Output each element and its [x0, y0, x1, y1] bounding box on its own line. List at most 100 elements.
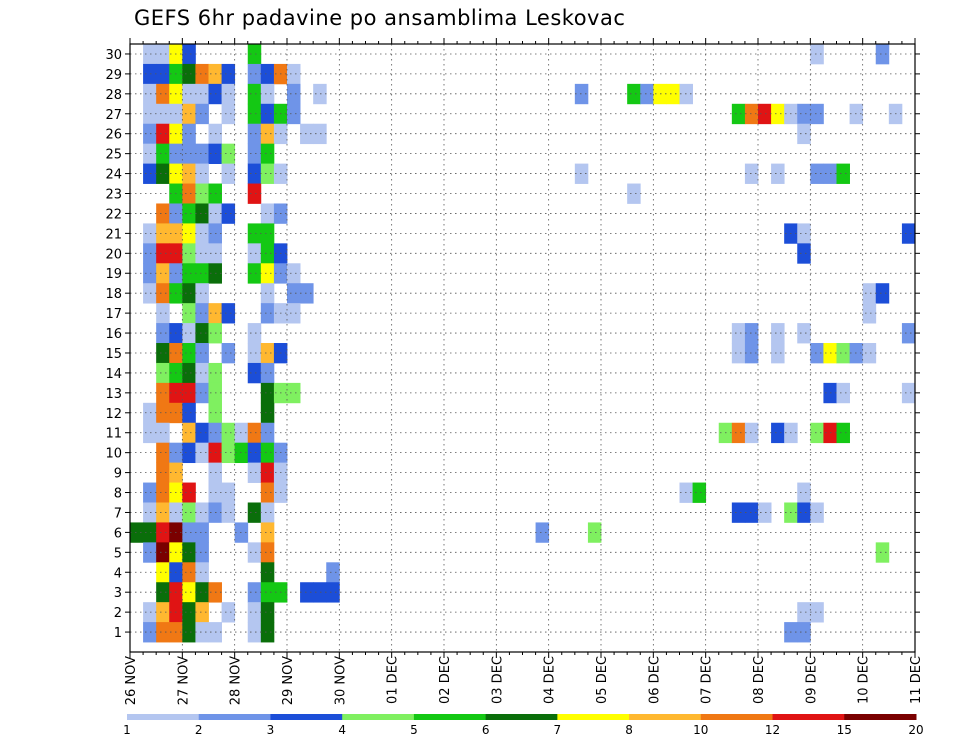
heatmap-cell [326, 582, 340, 603]
heatmap-cell [143, 602, 157, 623]
heatmap-cell [143, 63, 157, 85]
heatmap-cell [143, 422, 157, 444]
heatmap-cell [182, 63, 196, 85]
heatmap-cell [156, 263, 170, 284]
heatmap-cell [143, 223, 157, 244]
heatmap-cell [195, 442, 209, 464]
x-tick-label: 29 NOV [281, 656, 296, 705]
heatmap-cell [143, 622, 157, 643]
x-tick-label: 28 NOV [229, 656, 244, 705]
heatmap-cell [182, 223, 196, 244]
heatmap-cell [143, 123, 157, 145]
colorbar-swatch [485, 714, 558, 720]
heatmap-cell [771, 422, 785, 444]
heatmap-cell [182, 522, 196, 543]
heatmap-cell [247, 502, 262, 523]
heatmap-cell [182, 163, 196, 184]
x-tick-label: 10 DEC [857, 656, 872, 704]
heatmap-cell [195, 283, 209, 304]
colorbar-label: 2 [195, 723, 203, 737]
heatmap-cell [260, 223, 275, 244]
heatmap-cell [221, 163, 236, 184]
heatmap-cell [182, 143, 196, 165]
y-tick-label: 28 [105, 88, 122, 103]
heatmap-cell [260, 462, 275, 483]
y-tick-label: 30 [105, 48, 122, 63]
heatmap-cell [143, 83, 157, 105]
heatmap-cell [156, 502, 170, 523]
heatmap-cell [195, 223, 209, 244]
heatmap-cell [247, 582, 262, 603]
heatmap-cell [810, 44, 824, 65]
y-tick-label: 15 [105, 347, 122, 362]
heatmap-cell [156, 622, 170, 643]
colorbar-label: 20 [908, 723, 923, 737]
heatmap-cell [195, 303, 209, 324]
x-tick-label: 05 DEC [595, 656, 610, 704]
heatmap-cell [195, 502, 209, 523]
y-tick-label: 21 [105, 227, 122, 242]
heatmap-cell [195, 362, 209, 384]
heatmap-cell [182, 44, 196, 65]
heatmap-cell [182, 263, 196, 284]
heatmap-cell [875, 283, 890, 304]
heatmap-cell [130, 522, 144, 543]
heatmap-cell [836, 343, 850, 364]
heatmap-cell [156, 203, 170, 224]
heatmap-cell [182, 183, 196, 204]
heatmap-cell [195, 323, 209, 344]
heatmap-cell [862, 303, 877, 324]
heatmap-cell [195, 263, 209, 284]
heatmap-cell [195, 143, 209, 165]
heatmap-cell [182, 442, 196, 464]
heatmap-cell [287, 382, 301, 404]
heatmap-cell [260, 163, 275, 184]
heatmap-cell [143, 263, 157, 284]
heatmap-cell [247, 63, 262, 85]
heatmap-cell [260, 442, 275, 464]
heatmap-cell [836, 382, 850, 404]
heatmap-cell [326, 562, 340, 583]
heatmap-cell [195, 522, 209, 543]
heatmap-cell [771, 343, 785, 364]
colorbar-label: 3 [267, 723, 275, 737]
heatmap-cell [247, 263, 262, 284]
heatmap-cell [797, 123, 811, 145]
heatmap-cell [247, 422, 262, 444]
heatmap-cell [221, 63, 236, 85]
heatmap-cell [260, 522, 275, 543]
chart-title: GEFS 6hr padavine po ansamblima Leskovac [134, 6, 626, 30]
x-tick-label: 03 DEC [490, 656, 505, 704]
heatmap-cell [744, 163, 759, 184]
x-tick-label: 01 DEC [386, 656, 401, 704]
y-tick-label: 13 [105, 387, 122, 402]
colorbar-swatch [772, 714, 845, 720]
heatmap-cell [300, 123, 314, 145]
heatmap-cell [156, 542, 170, 563]
heatmap-cell [221, 442, 236, 464]
heatmap-cell [156, 44, 170, 65]
colorbar-label: 5 [410, 723, 418, 737]
y-tick-label: 19 [105, 267, 122, 282]
x-tick-label: 07 DEC [700, 656, 715, 704]
heatmap-cell [771, 163, 785, 184]
heatmap-cell [221, 303, 236, 324]
heatmap-cell [182, 382, 196, 404]
heatmap-cell [182, 622, 196, 643]
heatmap-cell [195, 582, 209, 603]
heatmap-cell [744, 103, 759, 125]
heatmap-cell [156, 402, 170, 424]
heatmap-cell [247, 622, 262, 643]
heatmap-cell [182, 83, 196, 105]
heatmap-cell [182, 362, 196, 384]
heatmap-cell [221, 502, 236, 523]
heatmap-cell [300, 283, 314, 304]
heatmap-cell [247, 462, 262, 483]
colorbar-swatch [413, 714, 487, 720]
heatmap-cell [221, 103, 236, 125]
heatmap-cell [182, 422, 196, 444]
y-tick-label: 11 [105, 427, 122, 442]
heatmap-cell [195, 542, 209, 563]
heatmap-cell [797, 622, 811, 643]
colorbar-swatch [557, 714, 630, 720]
